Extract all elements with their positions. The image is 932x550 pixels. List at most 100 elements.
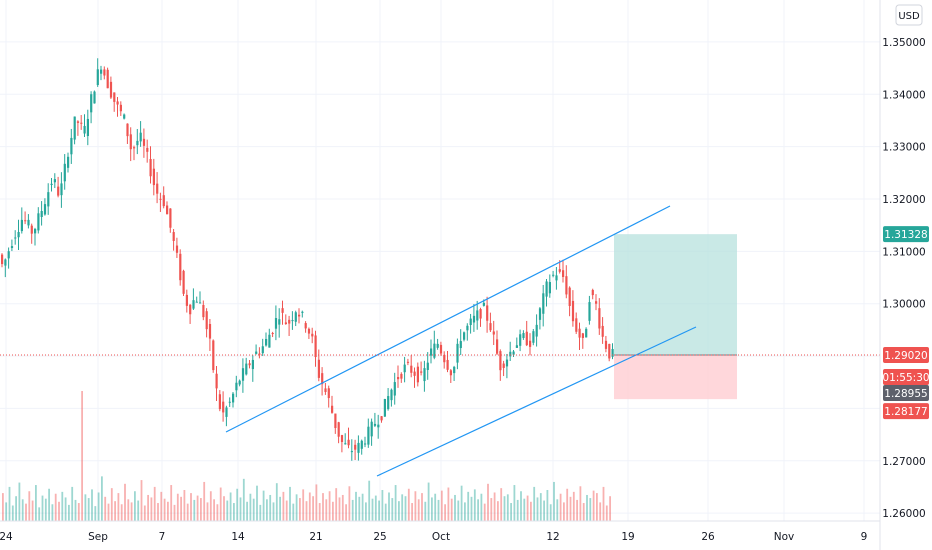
candle-body xyxy=(113,92,115,101)
volume-bar xyxy=(325,499,327,521)
last-price-badge-text: 1.29020 xyxy=(884,350,927,362)
candle-body xyxy=(70,138,72,154)
candle-body xyxy=(486,305,488,320)
candle-body xyxy=(509,352,511,357)
volume-bar xyxy=(296,494,298,521)
candle-body xyxy=(288,320,290,324)
volume-bar xyxy=(606,506,608,522)
volume-bar xyxy=(286,501,288,521)
volume-bar xyxy=(580,486,582,521)
volume-bar xyxy=(573,492,575,521)
candle-body xyxy=(470,319,472,325)
volume-bar xyxy=(279,497,281,521)
candle-body xyxy=(364,443,366,444)
candle-body xyxy=(183,271,185,294)
candle-body xyxy=(176,246,178,253)
candle-body xyxy=(503,364,505,368)
candle-body xyxy=(169,209,171,228)
candle-body xyxy=(21,220,23,231)
volume-bar xyxy=(2,493,4,521)
candle-body xyxy=(173,232,175,241)
time-tick-label: 25 xyxy=(373,531,386,543)
chart-grid xyxy=(0,0,880,521)
candle-body xyxy=(351,451,353,452)
candle-body xyxy=(361,441,363,449)
candle-body xyxy=(51,184,53,185)
volume-bar xyxy=(530,502,532,521)
candle-body xyxy=(305,323,307,328)
volume-bar xyxy=(457,501,459,521)
volume-bar xyxy=(193,500,195,521)
volume-bar xyxy=(114,501,116,521)
volume-bar xyxy=(45,499,47,521)
candle-body xyxy=(133,147,135,148)
volume-bar xyxy=(477,499,479,521)
risk-reward-tool[interactable] xyxy=(614,234,737,399)
price-axis[interactable]: 1.35000 1.34000 1.33000 1.32000 1.31000 1.300… xyxy=(882,37,925,520)
candle-body xyxy=(579,329,581,338)
volume-bar xyxy=(550,504,552,521)
candle-body xyxy=(123,115,125,119)
time-tick-label: 21 xyxy=(309,531,322,543)
candle-body xyxy=(489,323,491,330)
volume-bar xyxy=(121,504,123,521)
volume-bar xyxy=(61,492,63,521)
candle-body xyxy=(555,275,557,280)
volume-bar xyxy=(504,496,506,521)
candle-body xyxy=(526,332,528,345)
candle-body xyxy=(427,363,429,370)
volume-bar xyxy=(127,499,129,521)
currency-button[interactable]: USD xyxy=(896,5,922,25)
volume-bar xyxy=(451,499,453,521)
price-tick-label: 1.31000 xyxy=(882,246,925,258)
volume-bar xyxy=(88,498,90,521)
volume-bar xyxy=(134,491,136,521)
volume-bar xyxy=(160,492,162,521)
time-axis[interactable]: 24 Sep 7 14 21 25 Oct 12 19 26 Nov 9 xyxy=(0,531,867,543)
candle-body xyxy=(453,367,455,373)
candle-body xyxy=(480,309,482,319)
volume-bar xyxy=(177,494,179,521)
candle-body xyxy=(433,344,435,358)
candle-body xyxy=(258,354,260,355)
volume-bar xyxy=(339,497,341,521)
volume-bar xyxy=(9,487,11,521)
candle-body xyxy=(348,440,350,445)
channel-lower-line[interactable] xyxy=(377,327,696,476)
candle-body xyxy=(252,360,254,369)
candle-body xyxy=(84,126,86,134)
volume-bar xyxy=(576,500,578,521)
candle-body xyxy=(60,183,62,195)
current-price-badge: 1.28955 xyxy=(883,385,929,401)
candle-body xyxy=(179,254,181,280)
volume-bar xyxy=(385,504,387,521)
current-price-badge-text: 1.28955 xyxy=(884,388,927,400)
volume-bar xyxy=(266,499,268,521)
candle-body xyxy=(31,226,33,234)
candle-body xyxy=(196,302,198,303)
volume-bar xyxy=(223,496,225,521)
candle-body xyxy=(493,331,495,334)
candle-body xyxy=(100,70,102,74)
volume-bar xyxy=(65,497,67,521)
candle-body xyxy=(8,251,10,258)
price-tick-label: 1.32000 xyxy=(882,194,925,206)
volume-bar xyxy=(269,495,271,521)
volume-bar xyxy=(187,504,189,521)
candle-body xyxy=(117,101,119,104)
time-tick-label: 19 xyxy=(621,531,634,543)
volume-bar xyxy=(345,504,347,521)
candle-body xyxy=(324,388,326,392)
volume-bar xyxy=(174,505,176,521)
volume-bar xyxy=(434,494,436,521)
candle-body xyxy=(315,335,317,357)
time-tick-label: 26 xyxy=(701,531,715,543)
candle-body xyxy=(516,345,518,348)
candle-body xyxy=(126,124,128,136)
candle-body xyxy=(565,276,567,294)
candle-body xyxy=(225,407,227,416)
loss-zone[interactable] xyxy=(614,355,737,399)
volume-bar xyxy=(104,497,106,521)
volume-bar xyxy=(131,502,133,521)
